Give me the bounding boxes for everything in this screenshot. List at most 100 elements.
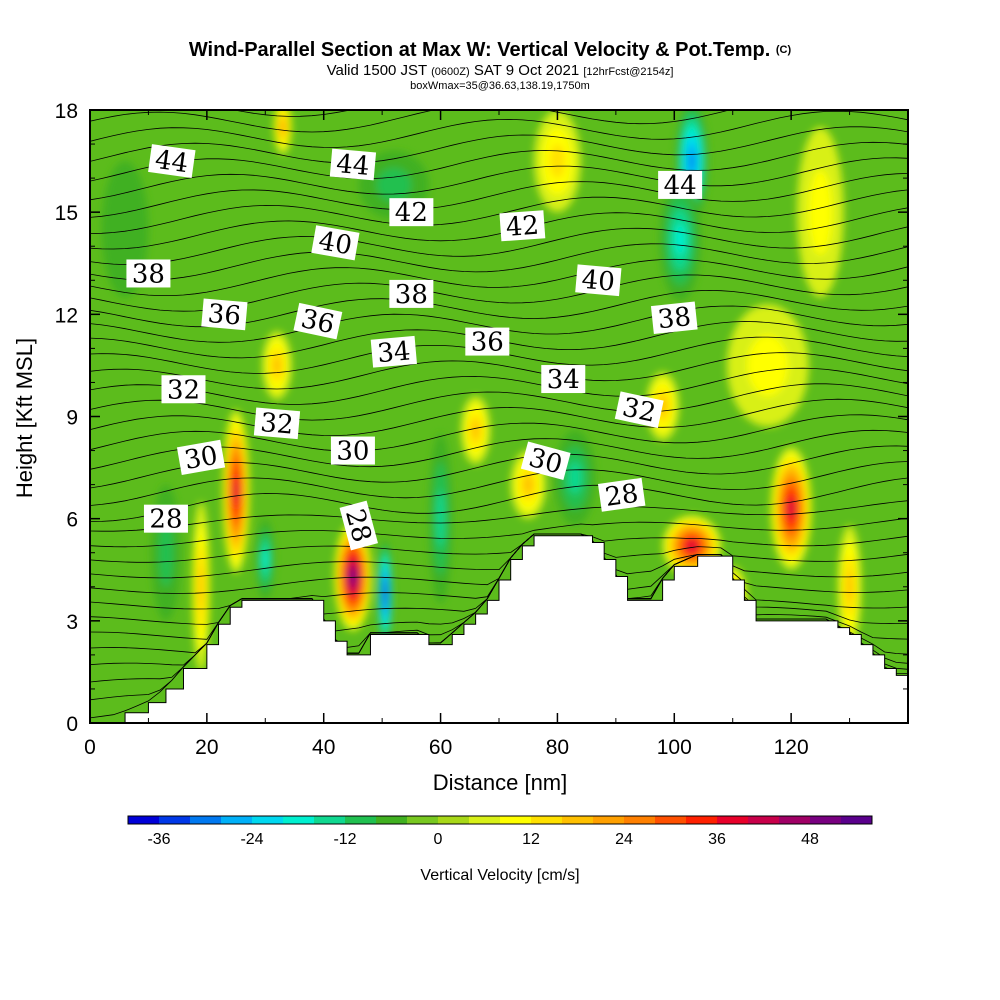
contour-label-21: 28 [143, 504, 188, 535]
isentrope-30 [90, 207, 908, 250]
colorbar-swatch-11 [469, 816, 501, 824]
isentrope-17 [90, 414, 908, 452]
plot-area: 44 44 42 42 44 40 38 40 38 36 36 38 36 34 34 32 32 32 30 30… [90, 110, 908, 723]
isentrope-20 [90, 367, 908, 405]
y-axis-label: Height [Kft MSL] [12, 338, 37, 498]
w-cell-15-ring-3 [471, 421, 480, 439]
colorbar-swatch-6 [314, 816, 346, 824]
colorbar-tick-6: 36 [708, 831, 726, 848]
w-cell-6-ring-3 [675, 224, 686, 255]
isentrope-16 [90, 429, 908, 470]
contour-label-text-8: 38 [395, 280, 428, 310]
isentrope-28 [90, 243, 908, 281]
isentrope-33 [90, 157, 908, 201]
colorbar-swatch-16 [624, 816, 656, 824]
contour-label-text-17: 32 [620, 393, 659, 429]
contour-label-text-11: 38 [656, 302, 692, 335]
w-cell-13-ring-3 [198, 565, 204, 609]
contour-label-13: 34 [370, 335, 417, 369]
colorbar-tick-2: -12 [333, 831, 356, 848]
contour-label-4: 44 [658, 170, 703, 201]
colorbar-swatch-14 [562, 816, 594, 824]
contour-label-text-18: 30 [182, 441, 220, 476]
colorbar-swatch-20 [748, 816, 780, 824]
contour-label-text-9: 36 [207, 299, 243, 332]
colorbar-swatch-23 [841, 816, 873, 824]
contour-label-11: 38 [650, 301, 698, 335]
contour-label-text-4: 44 [664, 171, 697, 201]
contour-label-3: 42 [499, 210, 546, 243]
contour-label-15: 32 [161, 375, 206, 405]
colorbar-swatch-3 [221, 816, 253, 824]
w-cell-17-ring-1 [376, 167, 412, 202]
x-tick-label-1: 20 [195, 736, 218, 759]
contour-label-14: 34 [541, 365, 586, 395]
contour-label-5: 40 [311, 225, 360, 261]
isentrope-32 [90, 173, 908, 218]
chart-title: Wind-Parallel Section at Max W: Vertical… [189, 39, 792, 61]
contour-label-6: 38 [126, 259, 171, 289]
y-tick-label-0: 0 [66, 713, 78, 736]
isentrope-31 [90, 189, 908, 234]
colorbar-swatch-21 [779, 816, 811, 824]
isentrope-10 [90, 533, 908, 563]
contour-label-text-13: 34 [376, 336, 412, 369]
contour-label-text-16: 32 [259, 408, 295, 441]
contour-label-text-10: 36 [298, 304, 337, 340]
contour-label-text-21: 28 [149, 505, 182, 535]
y-tick-label-1: 3 [66, 611, 78, 634]
contour-label-text-2: 42 [395, 198, 428, 228]
isentrope-12 [90, 500, 908, 532]
contour-label-text-23: 28 [603, 479, 640, 513]
colorbar-swatch-9 [407, 816, 439, 824]
isentrope-35 [90, 126, 908, 164]
isentrope-27 [90, 258, 908, 297]
colorbar-tick-7: 48 [801, 831, 819, 848]
w-cell-16-ring-2 [549, 144, 566, 179]
colorbar-swatch-18 [686, 816, 718, 824]
w-cell-5-ring-6 [689, 152, 695, 170]
x-tick-label-4: 80 [546, 736, 569, 759]
colorbar [127, 815, 873, 825]
x-axis-label: Distance [nm] [433, 770, 568, 795]
contour-label-18: 30 [176, 439, 226, 476]
isentrope-29 [90, 226, 908, 266]
contour-label-text-0: 44 [153, 145, 190, 179]
x-tick-label-3: 60 [429, 736, 452, 759]
w-cell-0-ring-9 [234, 483, 238, 500]
contour-label-text-15: 32 [167, 375, 200, 405]
w-cell-14-ring-3 [273, 356, 281, 374]
contour-label-8: 38 [389, 279, 434, 310]
contour-label-text-6: 38 [132, 259, 165, 289]
contour-label-19: 30 [330, 436, 375, 467]
x-axis: 0 20 40 60 80 100 120 [84, 110, 851, 759]
contour-label-1: 44 [329, 148, 377, 182]
colorbar-swatch-2 [190, 816, 222, 824]
isentrope-14 [90, 461, 908, 506]
isentrope-37 [90, 110, 731, 133]
contour-label-20: 30 [520, 441, 571, 481]
w-cell-2-ring-8 [384, 587, 386, 600]
potential-temperature-contours [90, 110, 908, 719]
isentrope-19 [90, 383, 908, 421]
w-cell-19-ring-1 [747, 334, 789, 397]
w-cell-20-ring-3 [846, 571, 853, 603]
y-tick-label-3: 9 [66, 407, 78, 430]
w-cell-1-ring-12 [351, 572, 355, 581]
contour-label-2: 42 [389, 198, 434, 228]
colorbar-swatch-8 [376, 816, 408, 824]
colorbar-swatch-12 [500, 816, 532, 824]
colorbar-tick-1: -24 [240, 831, 263, 848]
w-cell-11-ring-3 [262, 549, 268, 570]
contour-label-7: 40 [575, 264, 622, 298]
colorbar-tick-5: 24 [615, 831, 633, 848]
w-cell-4-ring-9 [789, 502, 794, 515]
y-tick-label-6: 18 [55, 100, 78, 123]
colorbar-tick-4: 12 [522, 831, 540, 848]
colorbar-swatch-10 [438, 816, 470, 824]
x-tick-label-5: 100 [657, 736, 692, 759]
isentrope-9 [90, 533, 908, 579]
contour-label-10: 36 [293, 302, 343, 340]
